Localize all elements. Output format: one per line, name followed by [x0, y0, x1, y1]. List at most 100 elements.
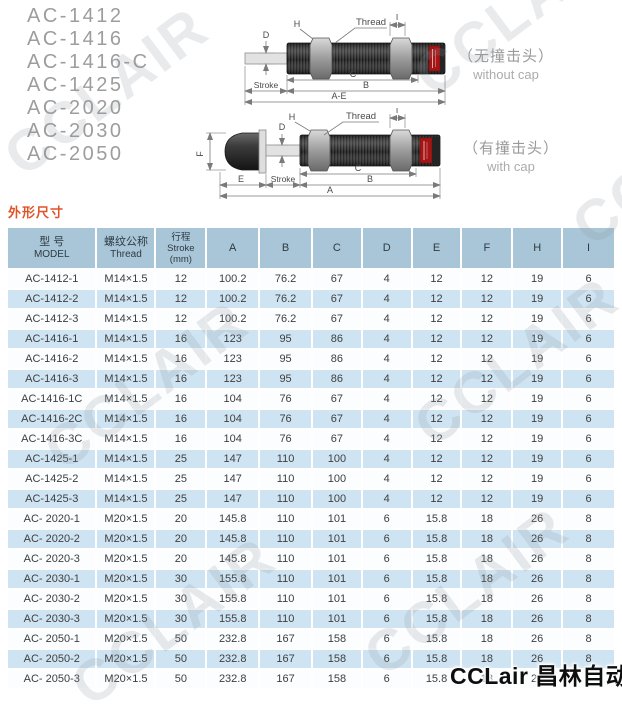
cell-d: 4	[362, 390, 411, 408]
model-list-item: AC-2030	[27, 120, 124, 142]
cell-d: 4	[362, 470, 411, 488]
cell-a: 123	[207, 370, 259, 388]
dim-label-h: H	[289, 112, 296, 122]
cell-d: 4	[362, 310, 411, 328]
table-row: AC- 2050-3 M20×1.5 50 232.8 167 158 6 15…	[8, 670, 614, 688]
cell-thread: M14×1.5	[97, 470, 155, 488]
cell-b: 167	[260, 650, 311, 668]
cell-i: 6	[563, 330, 614, 348]
cell-a: 104	[207, 410, 259, 428]
cell-thread: M20×1.5	[97, 590, 155, 608]
cell-c: 158	[313, 670, 361, 688]
dim-label-i: I	[396, 12, 398, 22]
cell-i: 8	[563, 570, 614, 588]
cell-model: AC-1412-1	[8, 270, 96, 288]
col-header-D: D	[362, 228, 411, 268]
cell-f: 18	[462, 570, 512, 588]
cell-f: 18	[462, 630, 512, 648]
cell-a: 100.2	[207, 310, 259, 328]
cell-c: 67	[313, 430, 361, 448]
cell-b: 95	[260, 350, 311, 368]
brand-logo: CCLair 昌林自动化	[450, 663, 622, 689]
cell-thread: M14×1.5	[97, 390, 155, 408]
cell-d: 6	[362, 670, 411, 688]
cell-b: 95	[260, 330, 311, 348]
cell-b: 110	[260, 450, 311, 468]
table-row: AC-1416-2 M14×1.5 16 123 95 86 4 12 12 1…	[8, 350, 614, 368]
cell-d: 6	[362, 650, 411, 668]
model-list-item: AC-1416	[27, 28, 124, 50]
cell-f: 12	[462, 410, 512, 428]
col-header-stroke-en: Stroke	[167, 242, 195, 254]
cell-b: 110	[260, 510, 311, 528]
cell-a: 155.8	[207, 590, 259, 608]
cell-f: 12	[462, 390, 512, 408]
cell-h: 26	[513, 610, 562, 628]
cell-thread: M20×1.5	[97, 670, 155, 688]
cell-stroke: 20	[156, 530, 206, 548]
cell-model: AC-1416-3C	[8, 430, 96, 448]
cell-d: 4	[362, 270, 411, 288]
cell-stroke: 30	[156, 570, 206, 588]
col-header-stroke: 行程 Stroke (mm)	[156, 228, 206, 268]
cell-thread: M14×1.5	[97, 290, 155, 308]
cell-model: AC-1416-2	[8, 350, 96, 368]
hex-nut	[307, 129, 331, 172]
cell-stroke: 30	[156, 590, 206, 608]
col-header-C: C	[313, 228, 361, 268]
cell-a: 145.8	[207, 510, 259, 528]
end-cap	[432, 137, 440, 164]
model-list: AC-1412 AC-1416 AC-1416-C AC-1425 AC-2020 AC-…	[27, 5, 150, 166]
cell-f: 18	[462, 550, 512, 568]
dim-label-stroke: Stroke	[254, 80, 279, 90]
cell-i: 8	[563, 530, 614, 548]
cell-e: 15.8	[412, 590, 461, 608]
cell-h: 26	[513, 650, 562, 668]
cell-stroke: 12	[156, 270, 206, 288]
cell-c: 67	[313, 310, 361, 328]
cap-flange	[258, 129, 267, 174]
cell-stroke: 25	[156, 450, 206, 468]
cell-h: 19	[513, 410, 562, 428]
table-row: AC-1412-1 M14×1.5 12 100.2 76.2 67 4 12 …	[8, 270, 614, 288]
cell-stroke: 16	[156, 370, 206, 388]
cell-c: 67	[313, 270, 361, 288]
cell-f: 12	[462, 290, 512, 308]
table-row: AC- 2030-3 M20×1.5 30 155.8 110 101 6 15…	[8, 610, 614, 628]
caption-en: without cap	[473, 67, 539, 82]
col-header-E: E	[412, 228, 461, 268]
cell-i: 8	[563, 650, 614, 668]
cell-f: 12	[462, 450, 512, 468]
cell-d: 4	[362, 330, 411, 348]
dim-label-i: I	[396, 108, 398, 115]
cell-model: AC-1416-1C	[8, 390, 96, 408]
cell-f: 12	[462, 370, 512, 388]
cell-f: 18	[462, 530, 512, 548]
cell-stroke: 16	[156, 330, 206, 348]
cell-thread: M20×1.5	[97, 550, 155, 568]
cell-model: AC-1416-2C	[8, 410, 96, 428]
cell-thread: M14×1.5	[97, 370, 155, 388]
cell-b: 95	[260, 370, 311, 388]
cell-b: 110	[260, 530, 311, 548]
cell-model: AC- 2050-1	[8, 630, 96, 648]
cell-f: 18	[462, 650, 512, 668]
cell-d: 6	[362, 590, 411, 608]
cell-d: 6	[362, 570, 411, 588]
col-header-thread-zh: 螺纹公称	[103, 235, 148, 248]
cell-model: AC- 2030-2	[8, 590, 96, 608]
dim-label-e: E	[238, 174, 244, 184]
dim-label-ae: A-E	[331, 91, 346, 101]
cell-model: AC- 2050-2	[8, 650, 96, 668]
cell-thread: M14×1.5	[97, 430, 155, 448]
cell-h: 26	[513, 670, 562, 688]
cell-e: 12	[412, 350, 461, 368]
col-header-F: F	[462, 228, 512, 268]
cell-c: 86	[313, 330, 361, 348]
hex-nut	[389, 37, 413, 80]
table-row: AC-1412-2 M14×1.5 12 100.2 76.2 67 4 12 …	[8, 290, 614, 308]
cell-h: 26	[513, 570, 562, 588]
cell-h: 19	[513, 310, 562, 328]
cell-thread: M14×1.5	[97, 350, 155, 368]
col-header-thread-en: Thread	[110, 248, 142, 260]
